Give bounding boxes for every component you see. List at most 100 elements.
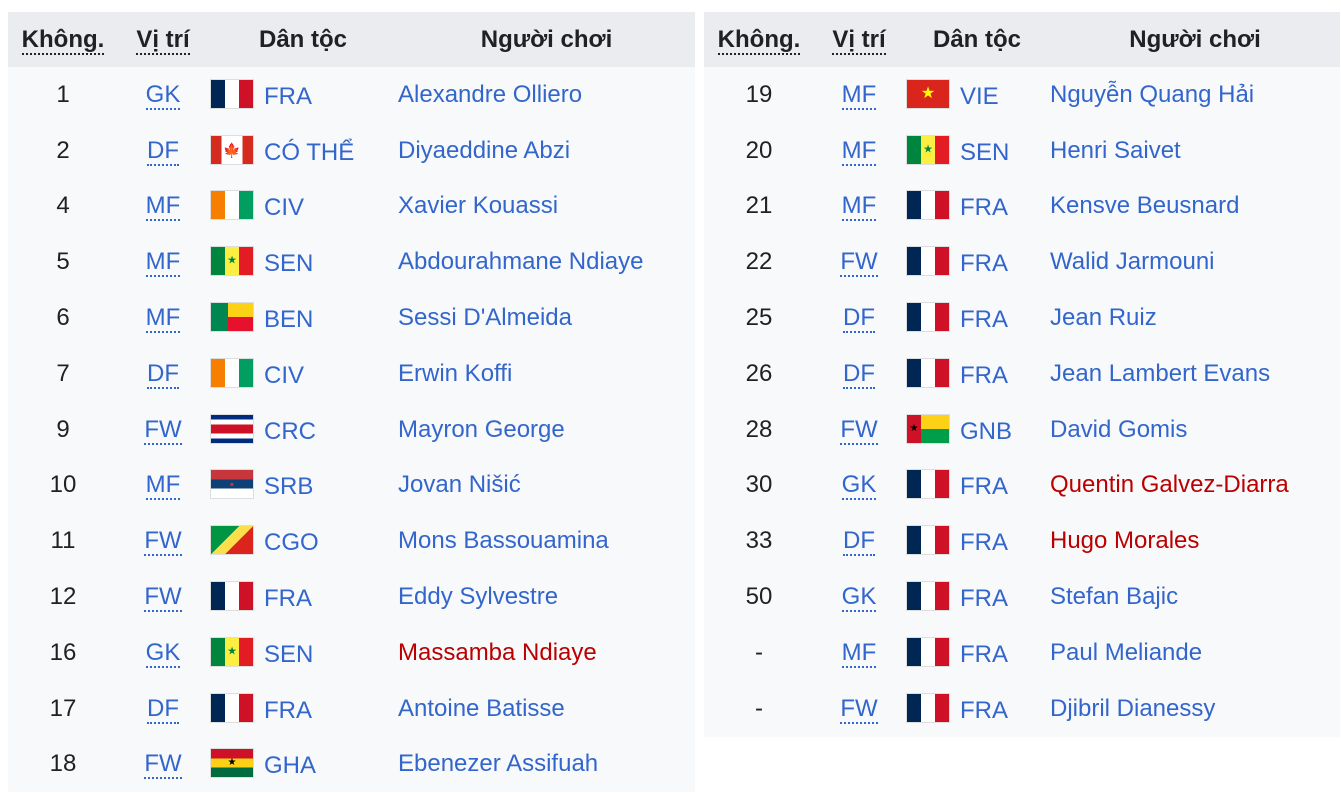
nation-link[interactable]: FRA <box>960 640 1008 668</box>
position-link[interactable]: FW <box>144 583 182 613</box>
nation-link[interactable]: FRA <box>960 529 1008 557</box>
nation-link[interactable]: CIV <box>264 361 305 389</box>
nation-link[interactable]: FRA <box>960 585 1008 613</box>
player-link[interactable]: Kensve Beusnard <box>1050 192 1240 220</box>
squad-number: 10 <box>49 471 77 499</box>
player-link[interactable]: Erwin Koffi <box>398 359 513 387</box>
position-link[interactable]: MF <box>145 304 181 334</box>
position-link[interactable]: DF <box>147 694 179 724</box>
table-row: 7 DF CIV Erwin Koffi <box>8 346 695 402</box>
nation-link[interactable]: CIV <box>264 194 305 222</box>
position-link[interactable]: MF <box>145 248 181 278</box>
position-link[interactable]: GK <box>841 471 877 501</box>
squad-number: 1 <box>56 80 70 108</box>
player-link[interactable]: Xavier Kouassi <box>398 192 559 220</box>
position-link[interactable]: DF <box>843 304 875 334</box>
squad-number: 20 <box>745 136 773 164</box>
player-link[interactable]: Jean Ruiz <box>1050 304 1157 332</box>
player-link[interactable]: Sessi D'Almeida <box>398 304 572 332</box>
position-link[interactable]: MF <box>145 192 181 222</box>
player-link[interactable]: Massamba Ndiaye <box>398 638 597 666</box>
position-link[interactable]: DF <box>843 359 875 389</box>
flag-gha-icon: ★ <box>210 748 254 779</box>
player-link[interactable]: Stefan Bajic <box>1050 583 1179 611</box>
player-link[interactable]: Alexandre Olliero <box>398 80 583 108</box>
flag-fra-icon <box>906 357 950 388</box>
position-link[interactable]: FW <box>840 248 878 278</box>
position-link[interactable]: MF <box>841 80 877 110</box>
nation-link[interactable]: FRA <box>960 696 1008 724</box>
position-link[interactable]: MF <box>145 471 181 501</box>
nation-link[interactable]: SEN <box>264 640 314 668</box>
position-link[interactable]: FW <box>144 750 182 780</box>
position-link[interactable]: DF <box>843 527 875 557</box>
nation-link[interactable]: FRA <box>960 306 1008 334</box>
flag-civ-icon <box>210 357 254 388</box>
position-link[interactable]: FW <box>840 694 878 724</box>
player-link[interactable]: Nguyễn Quang Hải <box>1050 80 1255 108</box>
player-link[interactable]: Abdourahmane Ndiaye <box>398 248 644 276</box>
player-link[interactable]: Mayron George <box>398 415 565 443</box>
nation-link[interactable]: GHA <box>264 752 317 780</box>
squad-number: 30 <box>745 471 773 499</box>
player-link[interactable]: Eddy Sylvestre <box>398 583 559 611</box>
position-link[interactable]: FW <box>144 415 182 445</box>
position-link[interactable]: GK <box>145 80 181 110</box>
nation-link[interactable]: BEN <box>264 306 314 334</box>
squad-number: 12 <box>49 583 77 611</box>
player-link[interactable]: David Gomis <box>1050 415 1188 443</box>
nation-link[interactable]: FRA <box>960 194 1008 222</box>
position-link[interactable]: MF <box>841 638 877 668</box>
player-link[interactable]: Diyaeddine Abzi <box>398 136 571 164</box>
flag-fra-icon <box>906 525 950 556</box>
squad-number: 28 <box>745 415 773 443</box>
player-link[interactable]: Djibril Dianessy <box>1050 694 1216 722</box>
position-link[interactable]: MF <box>841 192 877 222</box>
squad-number: 19 <box>745 80 773 108</box>
nation-link[interactable]: GNB <box>960 417 1013 445</box>
player-link[interactable]: Ebenezer Assifuah <box>398 750 599 778</box>
position-link[interactable]: FW <box>144 527 182 557</box>
player-link[interactable]: Paul Meliande <box>1050 638 1203 666</box>
nation-link[interactable]: SRB <box>264 473 314 501</box>
nation-link[interactable]: VIE <box>960 82 999 110</box>
flag-fra-icon <box>906 692 950 723</box>
position-link[interactable]: GK <box>145 638 181 668</box>
flag-sen-icon: ★ <box>210 246 254 277</box>
nation-link[interactable]: FRA <box>264 82 312 110</box>
player-link[interactable]: Jean Lambert Evans <box>1050 359 1271 387</box>
flag-sen-icon: ★ <box>210 636 254 667</box>
nation-link[interactable]: FRA <box>264 696 312 724</box>
position-link[interactable]: DF <box>147 359 179 389</box>
squad-number: 2 <box>56 136 70 164</box>
nation-link[interactable]: FRA <box>264 585 312 613</box>
flag-emblem-icon: ★ <box>923 143 933 156</box>
flag-fra-icon <box>210 78 254 109</box>
flag-fra-icon <box>906 636 950 667</box>
nation-link[interactable]: FRA <box>960 250 1008 278</box>
table-row: 22 FW FRA Walid Jarmouni <box>704 234 1340 290</box>
position-link[interactable]: GK <box>841 583 877 613</box>
nation-link[interactable]: CGO <box>264 529 319 557</box>
player-link[interactable]: Hugo Morales <box>1050 527 1200 555</box>
position-link[interactable]: DF <box>147 136 179 166</box>
header-number: Không. <box>704 12 814 67</box>
table-row: 28 FW ★ GNB David Gomis <box>704 402 1340 458</box>
nation-link[interactable]: SEN <box>264 250 314 278</box>
player-link[interactable]: Walid Jarmouni <box>1050 248 1215 276</box>
player-link[interactable]: Antoine Batisse <box>398 694 565 722</box>
nation-link[interactable]: SEN <box>960 138 1010 166</box>
player-link[interactable]: Mons Bassouamina <box>398 527 609 555</box>
nation-link[interactable]: CRC <box>264 417 316 445</box>
nation-link[interactable]: CÓ THỂ <box>264 138 355 166</box>
nation-link[interactable]: FRA <box>960 473 1008 501</box>
player-link[interactable]: Jovan Nišić <box>398 471 521 499</box>
position-link[interactable]: FW <box>840 415 878 445</box>
nation-link[interactable]: FRA <box>960 361 1008 389</box>
table-row: 21 MF FRA Kensve Beusnard <box>704 179 1340 235</box>
player-link[interactable]: Henri Saivet <box>1050 136 1181 164</box>
flag-fra-icon <box>906 581 950 612</box>
table-row: 25 DF FRA Jean Ruiz <box>704 290 1340 346</box>
player-link[interactable]: Quentin Galvez-Diarra <box>1050 471 1289 499</box>
position-link[interactable]: MF <box>841 136 877 166</box>
